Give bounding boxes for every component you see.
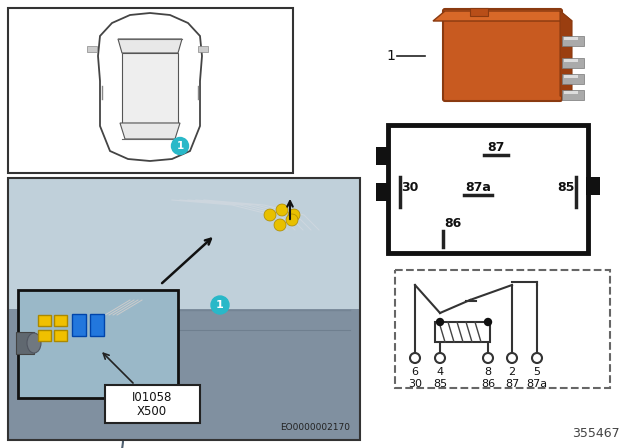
Polygon shape [122,53,178,123]
Text: 87: 87 [487,141,505,154]
Bar [16,332,34,354]
Bar [54,330,67,341]
Bar [105,385,200,423]
Text: 2: 2 [508,367,516,377]
Text: 86: 86 [444,216,461,229]
Bar [376,147,390,165]
Text: 30: 30 [408,379,422,389]
Text: 86: 86 [481,379,495,389]
Text: 6: 6 [412,367,419,377]
FancyBboxPatch shape [443,9,562,101]
Circle shape [484,319,492,326]
Polygon shape [120,123,180,139]
Bar [54,315,67,326]
Bar [564,59,578,62]
Bar [8,309,360,440]
Bar [470,8,488,16]
Circle shape [172,138,189,155]
Text: 1: 1 [216,300,224,310]
Bar [8,8,293,173]
Circle shape [276,204,288,216]
Circle shape [274,219,286,231]
Circle shape [507,353,517,363]
Bar [564,37,578,40]
Bar [562,58,584,68]
Bar [38,330,51,341]
Text: 87a: 87a [465,181,491,194]
Text: 1: 1 [386,49,395,63]
Bar [376,183,390,201]
Text: 5: 5 [534,367,541,377]
Circle shape [286,214,298,226]
Text: 87a: 87a [527,379,548,389]
Circle shape [264,209,276,221]
Text: I01058: I01058 [132,391,172,404]
Bar [564,91,578,94]
Circle shape [288,209,300,221]
Bar [198,46,208,52]
Bar [395,270,610,388]
Bar [38,315,51,326]
Bar [564,75,578,78]
Bar [435,322,490,342]
Text: 8: 8 [484,367,492,377]
Polygon shape [98,13,202,161]
Bar [72,314,86,336]
Text: EO0000002170: EO0000002170 [280,423,350,432]
Bar [8,178,360,440]
Bar [562,74,584,84]
Bar [562,36,584,46]
Bar [586,177,600,195]
Circle shape [483,353,493,363]
Circle shape [436,319,444,326]
Bar [18,290,178,398]
Bar [388,125,588,253]
Ellipse shape [27,333,41,353]
Text: 30: 30 [401,181,419,194]
Polygon shape [433,11,572,21]
Polygon shape [118,39,182,53]
Circle shape [532,353,542,363]
Text: 87: 87 [505,379,519,389]
Text: X500: X500 [137,405,167,418]
Text: 1: 1 [177,141,184,151]
Bar [8,178,360,309]
Circle shape [410,353,420,363]
Bar [562,90,584,100]
Bar [87,46,97,52]
Text: 4: 4 [436,367,444,377]
Text: 85: 85 [433,379,447,389]
Circle shape [211,296,229,314]
Bar [90,314,104,336]
Text: 355467: 355467 [572,427,620,440]
Text: 85: 85 [557,181,575,194]
Circle shape [435,353,445,363]
Polygon shape [560,11,572,99]
